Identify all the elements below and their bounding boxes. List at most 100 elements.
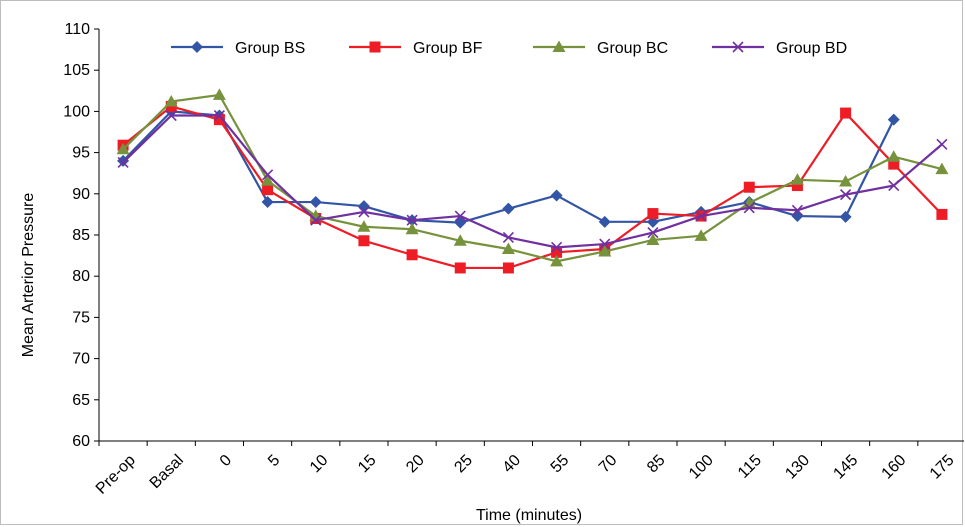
legend-item-group-bc: Group BC bbox=[533, 40, 668, 57]
y-tick-label: 65 bbox=[72, 392, 90, 409]
marker-stroke bbox=[791, 204, 803, 216]
marker-stroke bbox=[502, 231, 514, 244]
legend-item-group-bd: Group BD bbox=[712, 40, 847, 57]
data-point-group-bd bbox=[743, 202, 755, 214]
data-point-group-bd bbox=[695, 210, 707, 222]
data-point-group-bc bbox=[694, 229, 708, 241]
data-point-group-bd bbox=[165, 109, 177, 122]
x-tick-label: 130 bbox=[782, 452, 813, 483]
y-tick-label: 70 bbox=[72, 351, 90, 368]
data-point-group-bc bbox=[357, 220, 371, 232]
data-point-group-bc bbox=[935, 162, 949, 175]
data-point-group-bd bbox=[262, 169, 274, 181]
data-point-group-bs bbox=[502, 202, 515, 215]
data-point-group-bc bbox=[550, 254, 564, 267]
x-tick-label: 5 bbox=[265, 452, 283, 470]
y-tick-label: 85 bbox=[72, 227, 90, 244]
data-point-group-bd bbox=[599, 238, 611, 250]
y-tick-label: 75 bbox=[72, 309, 90, 326]
data-point-group-bf bbox=[454, 262, 466, 274]
data-point-group-bc bbox=[839, 174, 853, 187]
data-point-group-bs bbox=[887, 113, 900, 126]
data-point-group-bf bbox=[888, 158, 900, 170]
x-tick-label: Pre-op bbox=[93, 452, 139, 498]
data-point-group-bc bbox=[212, 88, 226, 100]
data-point-group-bs bbox=[309, 196, 322, 209]
x-tick-label: Basal bbox=[147, 452, 187, 492]
y-axis-title: Mean Arterior Pressure bbox=[20, 193, 37, 358]
data-point-group-bs bbox=[598, 215, 611, 228]
marker-stroke bbox=[262, 169, 274, 181]
series-group-bf bbox=[117, 100, 948, 274]
data-point-group-bc bbox=[116, 142, 130, 155]
y-tick-label: 110 bbox=[64, 21, 90, 38]
data-point-group-bd bbox=[888, 179, 900, 192]
y-tick-label: 90 bbox=[72, 186, 90, 203]
y-tick-label: 105 bbox=[63, 62, 90, 79]
data-point-group-bc bbox=[790, 173, 804, 185]
marker-stroke bbox=[647, 226, 659, 239]
series-group-bd bbox=[117, 109, 948, 253]
data-point-group-bd bbox=[358, 206, 370, 218]
legend-marker-group-bf bbox=[369, 41, 381, 53]
marker-stroke bbox=[888, 179, 900, 192]
series-layer bbox=[116, 88, 949, 274]
series-line-group-bf bbox=[122, 105, 943, 270]
data-point-group-bf bbox=[551, 246, 563, 258]
data-point-group-bf bbox=[791, 180, 803, 192]
x-tick-label: 85 bbox=[644, 452, 669, 477]
x-tick-label: 40 bbox=[500, 452, 525, 477]
data-point-group-bc bbox=[501, 242, 515, 255]
data-point-group-bc bbox=[453, 234, 467, 246]
x-tick-label: 175 bbox=[927, 452, 958, 483]
marker-stroke bbox=[840, 189, 852, 201]
data-point-group-bc bbox=[598, 244, 612, 257]
marker-stroke bbox=[454, 210, 466, 222]
data-point-group-bd bbox=[502, 231, 514, 244]
x-tick-label: 100 bbox=[686, 452, 717, 483]
marker-stroke bbox=[599, 238, 611, 250]
data-point-group-bs bbox=[261, 196, 274, 209]
marker-stroke bbox=[406, 214, 418, 226]
legend-label: Group BF bbox=[413, 40, 483, 57]
chart-axes bbox=[94, 28, 964, 446]
x-tick-label: 0 bbox=[217, 452, 235, 470]
series-line-group-bd bbox=[122, 114, 943, 249]
data-point-group-bs bbox=[839, 210, 852, 223]
x-tick-label: 10 bbox=[307, 452, 332, 477]
marker-stroke bbox=[732, 41, 744, 53]
data-point-group-bc bbox=[646, 233, 660, 245]
data-point-group-bd bbox=[647, 226, 659, 239]
data-point-group-bc bbox=[164, 95, 178, 107]
legend-marker-group-bd bbox=[732, 41, 744, 53]
legend-marker-group-bc bbox=[552, 40, 566, 52]
data-point-group-bs bbox=[791, 210, 804, 223]
data-point-group-bc bbox=[405, 222, 419, 235]
data-point-group-bf bbox=[840, 107, 852, 119]
data-point-group-bf bbox=[936, 208, 948, 220]
data-point-group-bf bbox=[743, 181, 755, 193]
marker-stroke bbox=[551, 241, 563, 253]
data-point-group-bf bbox=[406, 249, 418, 261]
data-point-group-bd bbox=[117, 156, 129, 169]
x-tick-label: 145 bbox=[830, 452, 861, 483]
series-line-group-bc bbox=[122, 93, 943, 263]
y-tick-label: 95 bbox=[72, 145, 90, 162]
data-point-group-bd bbox=[840, 189, 852, 201]
marker-stroke bbox=[695, 210, 707, 222]
x-tick-label: 15 bbox=[355, 452, 380, 477]
data-point-group-bd bbox=[454, 210, 466, 222]
legend-label: Group BD bbox=[776, 40, 847, 57]
x-axis-title: Time (minutes) bbox=[476, 507, 582, 524]
y-tick-label: 60 bbox=[72, 433, 90, 450]
data-point-group-bd bbox=[310, 214, 322, 226]
legend-item-group-bf: Group BF bbox=[349, 40, 483, 57]
data-point-group-bf bbox=[213, 114, 225, 126]
legend-item-group-bs: Group BS bbox=[171, 40, 305, 57]
data-point-group-bd bbox=[406, 214, 418, 226]
legend: Group BS Group BF Group BC Group BD bbox=[171, 40, 847, 57]
marker-stroke bbox=[936, 138, 948, 150]
x-tick-label: 25 bbox=[451, 452, 476, 477]
data-point-group-bf bbox=[647, 208, 659, 220]
data-point-group-bc bbox=[887, 150, 901, 162]
